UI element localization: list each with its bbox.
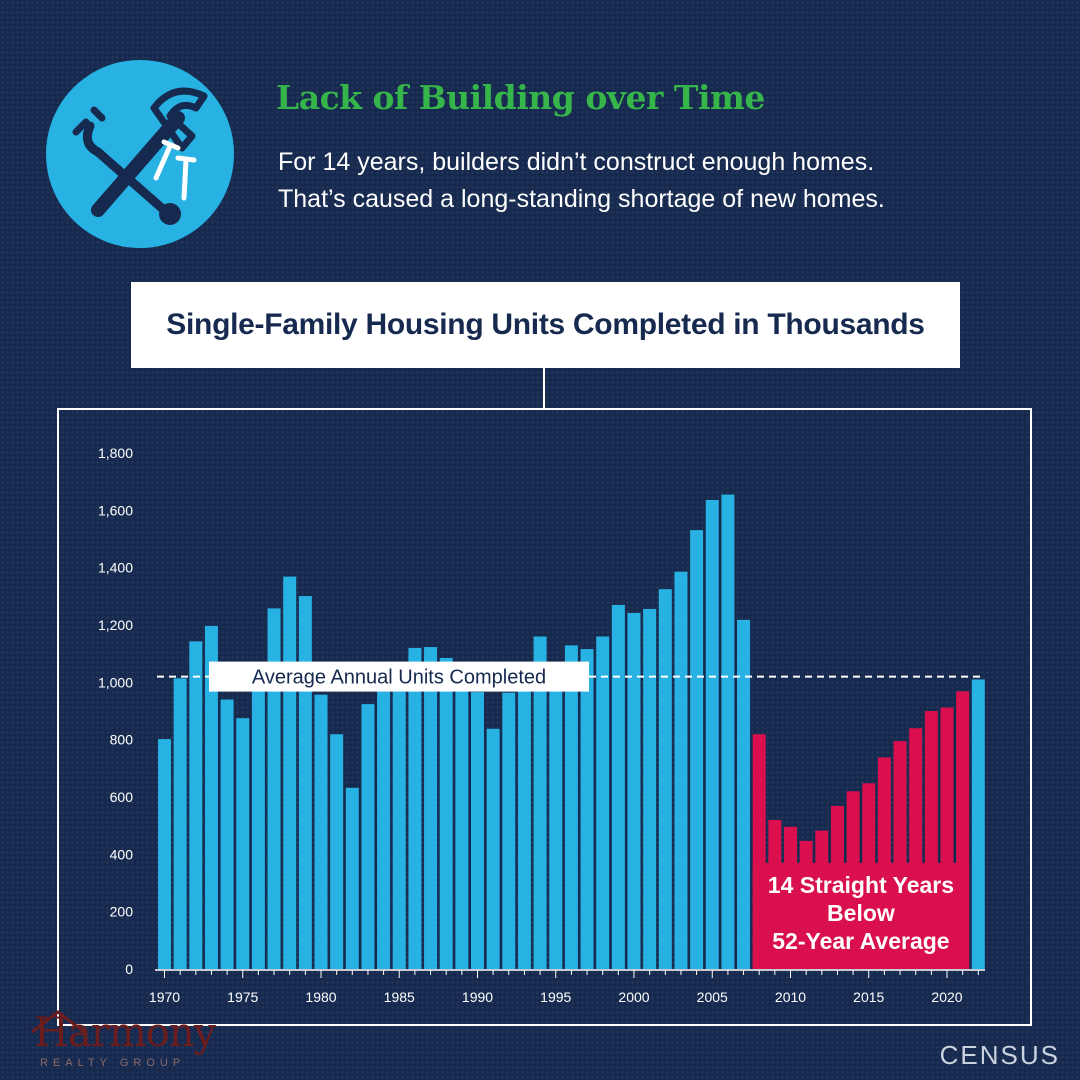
bar-1998: [596, 636, 610, 969]
annotation-block: [752, 863, 970, 969]
bar-1989: [455, 674, 469, 969]
bar-2003: [674, 571, 688, 969]
x-tick-label: 1985: [384, 989, 415, 1005]
bar-1996: [564, 645, 578, 969]
chart-frame-top-left: [57, 408, 545, 410]
bar-2006: [721, 494, 735, 969]
bar-2007: [737, 619, 751, 969]
bar-1990: [471, 692, 484, 969]
house-roof-icon: [31, 1010, 85, 1034]
y-tick-label: 800: [110, 732, 134, 748]
bar-1980: [314, 694, 328, 969]
bar-1976: [251, 672, 265, 969]
average-label-box: [209, 661, 589, 692]
bar-1992: [502, 692, 516, 969]
x-tick-label: 1975: [227, 989, 258, 1005]
bar-1978: [283, 576, 297, 969]
y-tick-label: 1,600: [98, 502, 133, 518]
x-tick-label: 1980: [305, 989, 336, 1005]
y-tick-label: 200: [110, 904, 134, 920]
bar-1972: [189, 641, 203, 969]
y-tick-label: 1,800: [98, 445, 133, 461]
bar-2000: [627, 612, 641, 969]
bar-1973: [204, 625, 218, 969]
chart-frame-top-right: [543, 408, 1032, 410]
bar-1988: [439, 657, 453, 969]
annotation-line: Below: [827, 900, 895, 926]
bar-2022: [971, 679, 985, 969]
x-tick-label: 2015: [853, 989, 884, 1005]
x-tick-label: 1970: [149, 989, 180, 1005]
x-tick-label: 2020: [931, 989, 962, 1005]
bar-1986: [408, 647, 422, 969]
y-tick-label: 1,000: [98, 674, 133, 690]
chart-title-box: Single-Family Housing Units Completed in…: [131, 282, 960, 368]
bar-1982: [345, 787, 359, 969]
tools-icon: [72, 87, 208, 225]
x-tick-label: 2005: [697, 989, 728, 1005]
y-tick-label: 400: [110, 846, 134, 862]
annotation-line: 52-Year Average: [772, 928, 949, 954]
harmony-logo: Harmony REALTY GROUP: [14, 1010, 216, 1074]
source-label: CENSUS: [939, 1040, 1060, 1070]
bar-1997: [580, 649, 594, 969]
logo-sub: REALTY GROUP: [40, 1057, 186, 1069]
bar-2004: [690, 530, 704, 969]
bar-1995: [549, 663, 563, 969]
bar-1975: [236, 718, 250, 969]
chart-title: Single-Family Housing Units Completed in…: [166, 308, 925, 341]
hammer-wrench-icon: [46, 60, 234, 248]
bar-1993: [517, 671, 531, 969]
x-tick-label: 2000: [618, 989, 649, 1005]
bar-1985: [392, 661, 406, 969]
bar-1984: [377, 675, 391, 969]
bar-1979: [298, 596, 312, 969]
average-label: Average Annual Units Completed: [252, 667, 546, 689]
headline: Lack of Building over Time: [276, 78, 765, 117]
x-tick-label: 2010: [775, 989, 806, 1005]
logo-name: Harmony: [34, 1010, 216, 1056]
bar-2002: [658, 589, 672, 969]
bar-1981: [330, 734, 344, 969]
bar-1974: [220, 699, 234, 969]
subtitle-line-2: That’s caused a long-standing shortage o…: [278, 185, 885, 213]
bar-2005: [705, 500, 719, 969]
title-connector: [543, 368, 545, 410]
x-tick-label: 1990: [462, 989, 493, 1005]
annotation-line: 14 Straight Years: [768, 872, 954, 898]
chart-frame: [57, 408, 1032, 1026]
bar-1970: [158, 739, 171, 969]
subtitle: For 14 years, builders didn’t construct …: [278, 144, 978, 218]
y-tick-label: 600: [110, 789, 134, 805]
bar-2001: [643, 608, 657, 969]
x-tick-label: 1995: [540, 989, 571, 1005]
y-tick-label: 0: [125, 961, 133, 977]
bar-1994: [533, 636, 547, 969]
bar-1999: [611, 604, 625, 969]
y-tick-label: 1,400: [98, 560, 133, 576]
bar-1977: [267, 608, 281, 969]
bar-1983: [361, 704, 375, 969]
y-tick-label: 1,200: [98, 617, 133, 633]
bar-1971: [173, 678, 187, 969]
bar-1991: [486, 728, 500, 969]
bar-1987: [424, 647, 438, 969]
subtitle-line-1: For 14 years, builders didn’t construct …: [278, 148, 875, 176]
